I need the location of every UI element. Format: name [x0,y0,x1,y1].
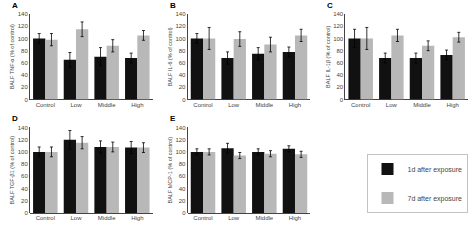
svg-text:High: High [289,102,301,108]
svg-text:Low: Low [228,102,240,108]
svg-text:B: B [170,1,176,10]
svg-text:A: A [12,1,18,10]
svg-text:100: 100 [175,36,186,42]
svg-text:BALF TGF-β1 (% of control): BALF TGF-β1 (% of control) [9,136,15,205]
svg-text:Low: Low [228,215,240,221]
svg-text:Control: Control [351,102,370,108]
svg-text:20: 20 [179,198,186,204]
svg-text:80: 80 [21,48,28,54]
svg-text:100: 100 [175,149,186,155]
svg-text:140: 140 [175,11,186,17]
svg-text:High: High [131,215,143,221]
svg-text:High: High [289,215,301,221]
svg-text:0: 0 [24,97,28,103]
svg-text:140: 140 [18,11,29,17]
svg-text:60: 60 [179,173,186,179]
svg-text:Middle: Middle [98,102,116,108]
svg-text:Middle: Middle [98,215,116,221]
svg-text:Control: Control [193,215,212,221]
svg-text:20: 20 [179,84,186,90]
svg-text:20: 20 [21,84,28,90]
svg-text:0: 0 [182,97,186,103]
svg-text:100: 100 [18,149,29,155]
svg-text:Control: Control [36,102,55,108]
svg-text:0: 0 [24,210,28,216]
svg-text:C: C [327,1,333,10]
svg-text:Middle: Middle [255,215,273,221]
svg-text:BALF MCP-1 (% of control): BALF MCP-1 (% of control) [167,137,173,204]
svg-text:80: 80 [336,48,343,54]
svg-text:E: E [170,114,176,123]
svg-text:7d after exposure: 7d after exposure [408,195,463,203]
svg-text:120: 120 [333,23,344,29]
svg-text:40: 40 [179,72,186,78]
svg-text:BALF IL-6 (% of control): BALF IL-6 (% of control) [167,27,173,86]
svg-text:BALF IL-1β (% of control): BALF IL-1β (% of control) [325,26,331,88]
svg-text:120: 120 [18,137,29,143]
svg-text:80: 80 [179,48,186,54]
svg-text:1d after exposure: 1d after exposure [408,166,463,174]
svg-text:40: 40 [336,72,343,78]
svg-text:120: 120 [175,23,186,29]
svg-text:20: 20 [21,198,28,204]
svg-text:Low: Low [386,102,398,108]
svg-text:120: 120 [175,137,186,143]
svg-text:Control: Control [36,215,55,221]
svg-text:0: 0 [182,210,186,216]
svg-text:20: 20 [336,84,343,90]
svg-text:Low: Low [70,215,82,221]
svg-text:Low: Low [70,102,82,108]
svg-text:40: 40 [179,186,186,192]
svg-text:140: 140 [333,11,344,17]
svg-text:0: 0 [340,97,344,103]
svg-text:140: 140 [18,125,29,131]
svg-text:100: 100 [18,36,29,42]
svg-text:High: High [446,102,458,108]
svg-text:40: 40 [21,186,28,192]
svg-text:Middle: Middle [413,102,431,108]
svg-text:60: 60 [179,60,186,66]
svg-text:140: 140 [175,125,186,131]
svg-text:Control: Control [193,102,212,108]
svg-text:60: 60 [21,173,28,179]
svg-text:High: High [131,102,143,108]
svg-text:60: 60 [21,60,28,66]
svg-text:BALF TNF-α (% of control): BALF TNF-α (% of control) [9,24,15,89]
svg-text:100: 100 [333,36,344,42]
svg-text:120: 120 [18,23,29,29]
svg-text:80: 80 [21,161,28,167]
svg-text:40: 40 [21,72,28,78]
svg-text:D: D [12,114,18,123]
svg-text:80: 80 [179,161,186,167]
svg-text:Middle: Middle [255,102,273,108]
svg-text:60: 60 [336,60,343,66]
